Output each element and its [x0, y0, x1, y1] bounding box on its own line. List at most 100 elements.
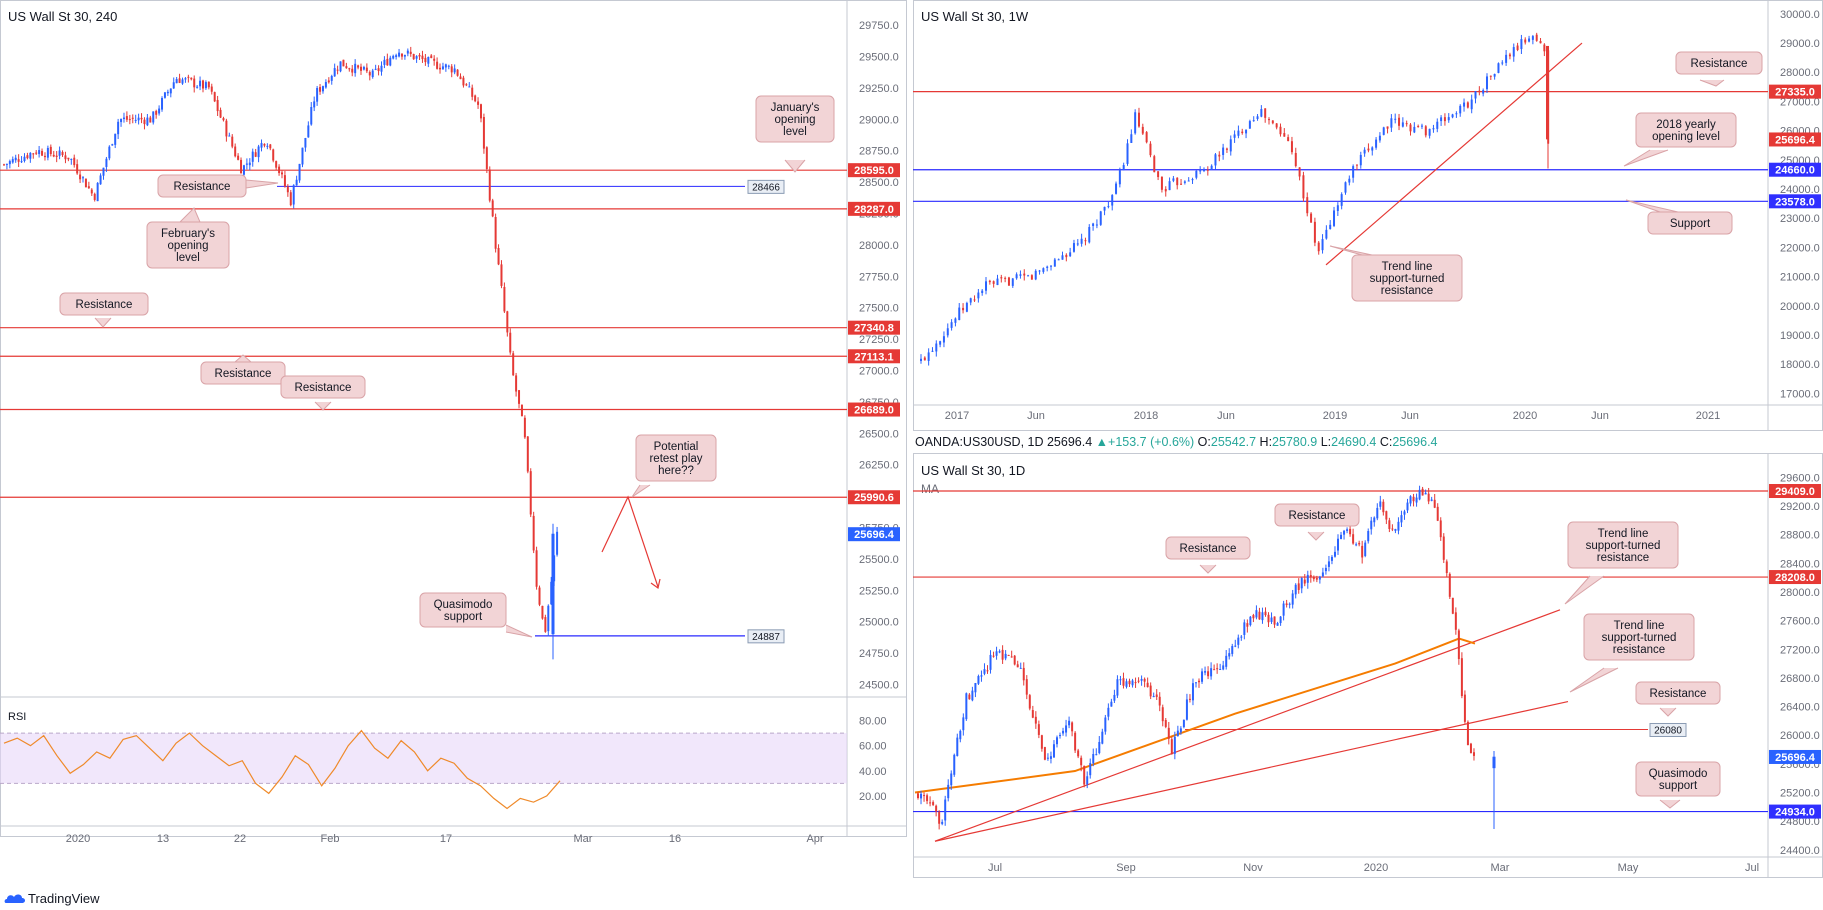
panel-1d-ytick: 29600.0 [1780, 472, 1820, 484]
callout-trendline-weekly-box [1351, 254, 1463, 302]
candle-body [93, 193, 96, 200]
candle-body [450, 66, 453, 73]
candle-body [1229, 139, 1232, 152]
panel-1d-price-tag-bg [1769, 804, 1821, 819]
candle-body [1042, 268, 1045, 272]
info-h-label: H: [1260, 435, 1273, 449]
candle-body [1267, 614, 1270, 623]
candle-body [120, 119, 123, 123]
candle-body [935, 805, 938, 812]
panel-1d-ytick: 24400.0 [1780, 845, 1820, 857]
candle-body [117, 121, 120, 135]
candle-body [1241, 131, 1244, 134]
candle-body [20, 161, 23, 163]
candle-body [1122, 678, 1125, 686]
candle-body [1336, 205, 1339, 211]
candle-body [1260, 109, 1263, 117]
candle-body [977, 676, 980, 684]
tradingview-brand[interactable]: TradingView [28, 891, 100, 906]
candle-body [1436, 506, 1439, 521]
panel-240-ytick: 25500.0 [859, 554, 899, 566]
candle-body [1098, 741, 1101, 754]
candle-body [210, 86, 213, 92]
candle-body [920, 793, 923, 799]
candle-body [520, 404, 523, 417]
callout-trendline-weekly-text: support-turned [1370, 273, 1445, 285]
panel-1w-ytick: 22000.0 [1780, 242, 1820, 254]
candle-body [1401, 122, 1404, 127]
callout-quasimodo-daily-pointer [1659, 799, 1681, 809]
candle-body [1000, 277, 1003, 279]
panel-240-ytick: 29250.0 [859, 83, 899, 95]
candle-body [1040, 735, 1043, 749]
panel-1d-ytick: 29200.0 [1780, 501, 1820, 513]
candle-body [929, 802, 932, 804]
candle-body [1101, 731, 1104, 744]
candle-body [386, 58, 389, 66]
candle-body [152, 111, 155, 123]
candle-body [418, 54, 421, 57]
candle-body [1443, 117, 1446, 122]
candle-body [1062, 730, 1065, 734]
candle-body [439, 67, 442, 70]
callout-quasimodo-daily-box [1635, 761, 1721, 797]
callout-february-opening-box [146, 221, 230, 269]
candle-body [1146, 682, 1149, 688]
candle-body [1382, 127, 1385, 135]
candle-body [1001, 649, 1004, 660]
candle-body [427, 57, 430, 64]
callout-quasimodo-240-box [419, 592, 507, 628]
panel-1d-price-tag: 25696.4 [1775, 752, 1816, 764]
candle-body [216, 99, 219, 112]
candle-body [1430, 499, 1433, 501]
weekly-trendline [1325, 42, 1583, 266]
candle-body [485, 147, 488, 169]
retest-arrow [601, 495, 659, 588]
candle-body [946, 328, 949, 336]
candle-body [307, 125, 310, 138]
candle-body [1394, 118, 1397, 120]
callout-potential-retest-pointer [631, 484, 651, 498]
candle-body [1505, 54, 1508, 63]
candle-body [962, 717, 965, 731]
callout-resistance-240-b: Resistance [59, 292, 149, 328]
candle-body [1237, 130, 1240, 136]
candle-body [1168, 181, 1171, 191]
candle-body [1130, 134, 1133, 143]
callout-resistance-240-c-pointer [234, 354, 252, 363]
candle-body [43, 155, 46, 158]
callout-quasimodo-daily-text: Quasimodo [1649, 768, 1708, 780]
candle-body [23, 156, 26, 162]
candle-body [1249, 616, 1252, 626]
panel-1w-price-tag-bg [1769, 194, 1821, 209]
callout-potential-retest-text: retest play [649, 453, 702, 465]
candle-body [52, 154, 55, 157]
candle-body [1152, 696, 1155, 698]
candle-body [1179, 728, 1182, 733]
panel-1w-ytick: 29000.0 [1780, 38, 1820, 50]
candle-body [8, 161, 11, 165]
panel-240-xtick: Feb [321, 833, 340, 845]
panel-240-ytick: 29500.0 [859, 52, 899, 64]
candle-body [1279, 126, 1282, 135]
candle-body [1074, 732, 1077, 751]
candle-body [462, 77, 465, 86]
panel-240-last-price-tag-bg [848, 527, 900, 542]
candle-body [354, 63, 357, 74]
candle-body [348, 68, 351, 70]
candle-body [1282, 603, 1285, 616]
candle-body [201, 80, 204, 89]
callout-resistance-weekly: Resistance [1675, 51, 1763, 87]
candle-body [1415, 497, 1418, 503]
callout-resistance-daily-a: Resistance [1274, 503, 1360, 541]
candle-body [1068, 720, 1071, 726]
candle-body [1007, 654, 1010, 656]
candle-body [134, 119, 137, 121]
callout-resistance-240-d-pointer [314, 401, 332, 411]
candle-body [1027, 275, 1030, 277]
callout-resistance-240-a: Resistance [157, 174, 279, 198]
candle-body [1022, 667, 1025, 681]
candle-body [1083, 765, 1086, 785]
callout-january-opening-text: January's [771, 102, 820, 114]
